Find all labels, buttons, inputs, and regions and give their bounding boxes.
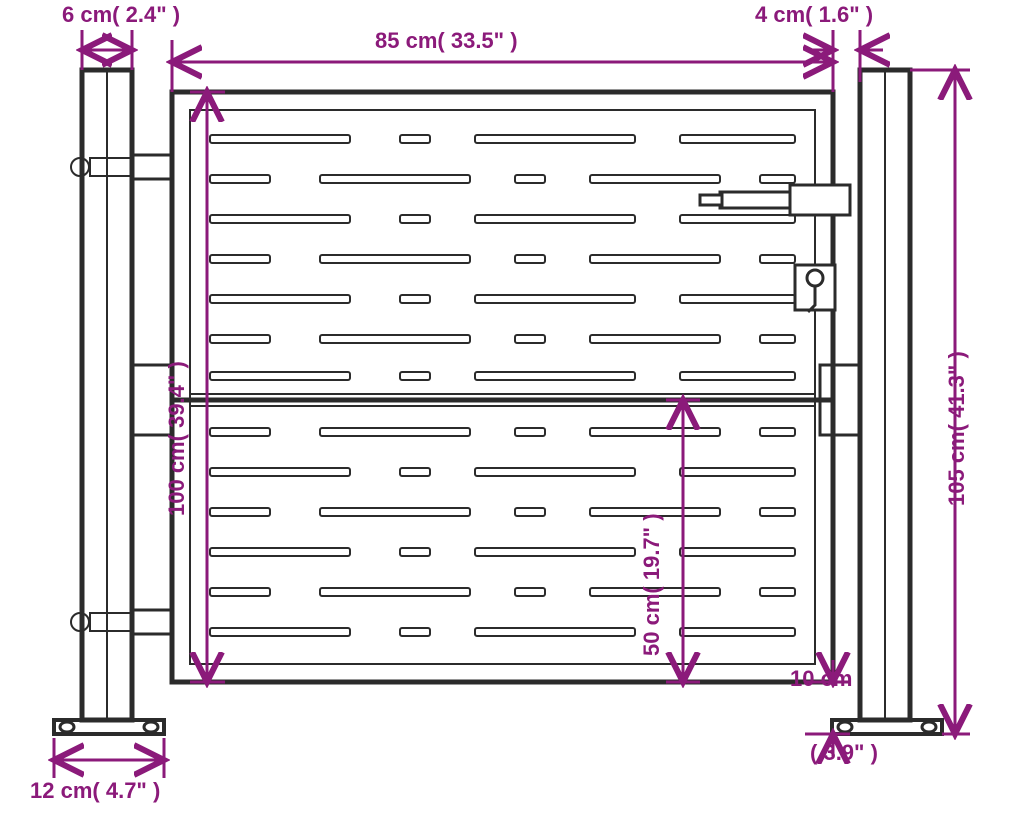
right-post [820,70,942,734]
dim-total-height: 105 cm( 41.3" ) [944,351,970,506]
dim-base-width: 12 cm( 4.7" ) [30,778,160,804]
gate-slots [210,135,795,636]
gate-technical-drawing [0,0,1013,819]
left-post [54,70,172,734]
dim-half-height: 50 cm( 19.7" ) [639,513,665,656]
dim-gap-width: 4 cm( 1.6" ) [755,2,873,28]
gate-frame [172,92,833,682]
dim-ground-clearance-cm: 10 cm [790,666,852,692]
dim-gate-height: 100 cm( 39.4" ) [164,361,190,516]
dim-post-width: 6 cm( 2.4" ) [62,2,180,28]
dim-ground-clearance-in: ( 3.9" ) [810,740,878,766]
gate-latch [700,185,850,312]
dim-gate-width: 85 cm( 33.5" ) [375,28,518,54]
